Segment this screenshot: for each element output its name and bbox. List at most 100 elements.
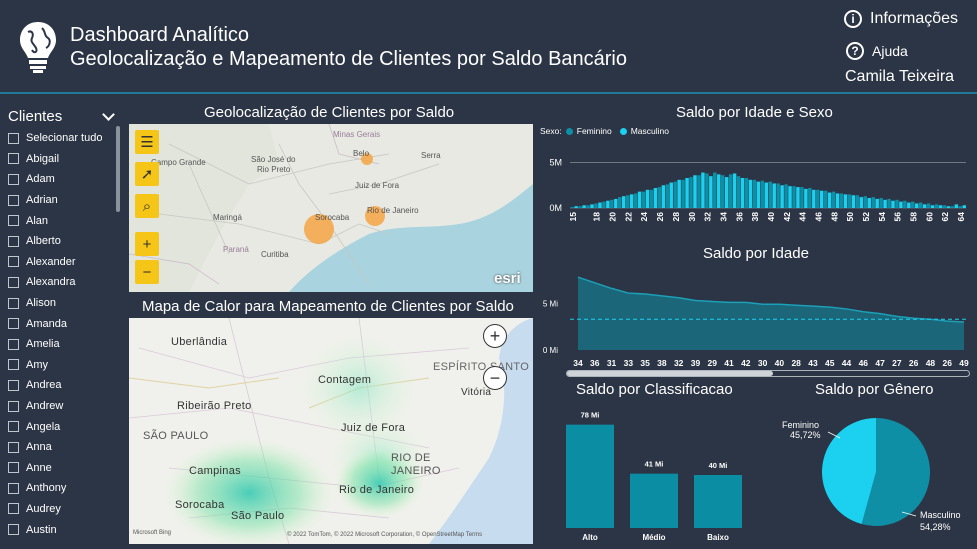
- zoom-out-icon[interactable]: −: [483, 366, 507, 390]
- slicer-item[interactable]: Anthony: [8, 478, 118, 499]
- bar: [594, 203, 598, 208]
- bar: [720, 175, 725, 208]
- x-tick-label: 52: [861, 212, 871, 222]
- slicer-item[interactable]: Adam: [8, 169, 118, 190]
- bar: [926, 203, 931, 208]
- checkbox-icon[interactable]: [8, 359, 19, 371]
- slicer-item[interactable]: Anne: [8, 458, 118, 479]
- search-icon[interactable]: ⌕: [135, 194, 159, 218]
- checkbox-icon[interactable]: [8, 503, 19, 515]
- checkbox-icon[interactable]: [8, 441, 19, 453]
- slicer-item[interactable]: Anna: [8, 437, 118, 458]
- bar: [954, 204, 959, 208]
- checkbox-icon[interactable]: [8, 400, 19, 412]
- bar: [630, 473, 678, 528]
- checkbox-icon[interactable]: [8, 215, 19, 227]
- bar: [891, 200, 895, 208]
- slicer-item[interactable]: Alberto: [8, 231, 118, 252]
- checkbox-icon[interactable]: [8, 297, 19, 309]
- slicer-item-label: Adam: [26, 173, 55, 186]
- help-button[interactable]: ? Ajuda: [846, 42, 908, 60]
- slicer-item[interactable]: Abigail: [8, 149, 118, 170]
- bar: [701, 172, 705, 208]
- checkbox-icon[interactable]: [8, 524, 19, 536]
- map2-label: Contagem: [318, 374, 372, 386]
- checkbox-icon[interactable]: [8, 194, 19, 206]
- select-cursor-icon[interactable]: ➚: [135, 162, 159, 186]
- slicer-item[interactable]: Amelia: [8, 334, 118, 355]
- x-tick-label: 32: [674, 358, 684, 368]
- checkbox-icon[interactable]: [8, 235, 19, 247]
- chevron-down-icon[interactable]: [102, 108, 115, 121]
- checkbox-icon[interactable]: [8, 256, 19, 268]
- area-line: [577, 276, 965, 323]
- map1-label: Minas Gerais: [333, 130, 381, 139]
- bar: [871, 197, 875, 208]
- slicer-scrollbar[interactable]: [116, 126, 120, 212]
- bar: [804, 188, 808, 208]
- checkbox-icon[interactable]: [8, 153, 19, 165]
- bar: [835, 193, 840, 208]
- checkbox-icon[interactable]: [8, 379, 19, 391]
- zoom-in-icon[interactable]: +: [135, 232, 159, 256]
- map2-label: Campinas: [189, 465, 241, 477]
- zoom-out-icon[interactable]: −: [135, 260, 159, 284]
- esri-map[interactable]: Minas Gerais Belo Serra Campo Grande São…: [129, 124, 533, 292]
- slicer-item[interactable]: Adrian: [8, 190, 118, 211]
- hamburger-menu-icon[interactable]: ☰: [135, 130, 159, 154]
- bar: [903, 200, 907, 208]
- slicer-item-label: Andrea: [26, 379, 62, 392]
- leader-line: [827, 431, 841, 439]
- slicer-item[interactable]: Alan: [8, 210, 118, 231]
- slicer-item[interactable]: Alison: [8, 293, 118, 314]
- bar: [847, 194, 852, 208]
- slicer-item[interactable]: Selecionar tudo: [8, 128, 118, 149]
- checkbox-icon[interactable]: [8, 132, 19, 144]
- x-tick-label: 22: [623, 212, 633, 222]
- bar: [570, 207, 574, 208]
- pie-slice: [822, 418, 876, 525]
- checkbox-icon[interactable]: [8, 276, 19, 288]
- chart-scrollbar[interactable]: [566, 370, 970, 377]
- checkbox-icon[interactable]: [8, 462, 19, 474]
- checkbox-icon[interactable]: [8, 338, 19, 350]
- bar: [887, 198, 891, 208]
- heatmap-map[interactable]: Uberlândia ESPÍRITO SANTO Contagem Vitór…: [129, 318, 533, 544]
- data-label: 78 Mi: [581, 411, 600, 420]
- chart-scroll-thumb[interactable]: [567, 371, 773, 376]
- slicer-item[interactable]: Andrew: [8, 396, 118, 417]
- map2-label: Juiz de Fora: [341, 422, 406, 434]
- checkbox-icon[interactable]: [8, 318, 19, 330]
- x-tick-label: Baixo: [707, 533, 729, 542]
- bar: [934, 204, 939, 208]
- info-button[interactable]: i Informações: [844, 10, 958, 28]
- help-label: Ajuda: [872, 43, 908, 59]
- checkbox-icon[interactable]: [8, 173, 19, 185]
- bar: [950, 206, 955, 208]
- user-name: Camila Teixeira: [845, 68, 955, 85]
- slicer-item[interactable]: Alexandra: [8, 272, 118, 293]
- slicer-item[interactable]: Andrea: [8, 375, 118, 396]
- slicer-item[interactable]: Audrey: [8, 499, 118, 520]
- checkbox-icon[interactable]: [8, 421, 19, 433]
- map1-background: [129, 124, 533, 292]
- map2-label: SÃO PAULO: [143, 430, 209, 442]
- x-tick-label: 58: [909, 212, 919, 222]
- slicer-item[interactable]: Amy: [8, 355, 118, 376]
- checkbox-icon[interactable]: [8, 482, 19, 494]
- bar: [800, 187, 804, 208]
- slicer-list: Selecionar tudo Abigail Adam Adrian Alan Albe…: [8, 128, 118, 540]
- x-tick-label: 26: [909, 358, 919, 368]
- zoom-in-icon[interactable]: +: [483, 324, 507, 348]
- slicer-item[interactable]: Austin: [8, 519, 118, 540]
- x-tick-label: 29: [708, 358, 718, 368]
- slicer-item[interactable]: Angela: [8, 416, 118, 437]
- slicer-item[interactable]: Amanda: [8, 313, 118, 334]
- map2-background: [129, 318, 533, 544]
- x-tick-label: 41: [724, 358, 734, 368]
- slicer-item-label: Amy: [26, 358, 48, 371]
- data-label: 41 Mi: [645, 460, 664, 469]
- slicer-item[interactable]: Alexander: [8, 252, 118, 273]
- bar: [808, 188, 812, 208]
- chart2-title: Saldo por Idade: [703, 245, 809, 262]
